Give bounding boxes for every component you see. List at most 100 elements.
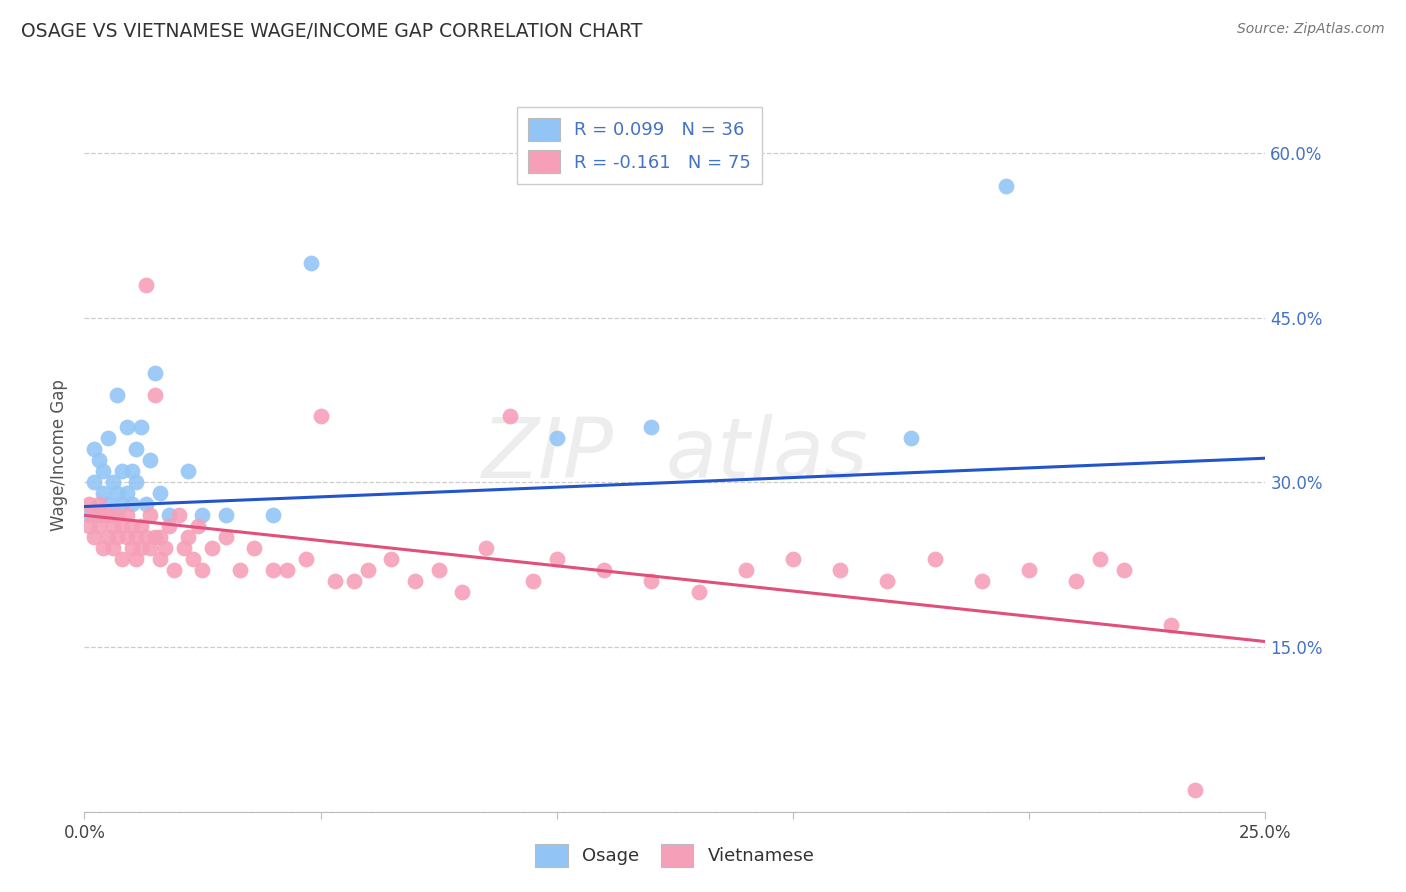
Point xyxy=(357,563,380,577)
Point xyxy=(734,563,756,577)
Text: ZIP  atlas: ZIP atlas xyxy=(482,415,868,495)
Point xyxy=(451,585,474,599)
Point xyxy=(111,519,134,533)
Point xyxy=(163,563,186,577)
Point xyxy=(924,552,946,566)
Point xyxy=(994,178,1017,193)
Point xyxy=(498,409,520,424)
Point xyxy=(91,508,114,523)
Point xyxy=(121,497,143,511)
Point xyxy=(167,508,190,523)
Point xyxy=(201,541,224,556)
Point xyxy=(380,552,402,566)
Point xyxy=(299,256,322,270)
Point xyxy=(546,552,568,566)
Point xyxy=(215,530,238,544)
Point xyxy=(77,519,100,533)
Point xyxy=(101,475,124,490)
Point xyxy=(149,552,172,566)
Point xyxy=(191,508,214,523)
Point xyxy=(157,519,180,533)
Point xyxy=(101,519,124,533)
Point xyxy=(1018,563,1040,577)
Point xyxy=(83,475,105,490)
Point xyxy=(135,277,157,292)
Point xyxy=(177,530,200,544)
Point xyxy=(107,508,129,523)
Point xyxy=(243,541,266,556)
Text: Source: ZipAtlas.com: Source: ZipAtlas.com xyxy=(1237,22,1385,37)
Point xyxy=(135,530,157,544)
Point xyxy=(121,464,143,478)
Point xyxy=(1088,552,1111,566)
Point xyxy=(111,464,134,478)
Point xyxy=(593,563,616,577)
Point xyxy=(121,519,143,533)
Point xyxy=(475,541,498,556)
Point xyxy=(115,486,138,500)
Point xyxy=(83,530,105,544)
Point xyxy=(125,442,148,457)
Text: OSAGE VS VIETNAMESE WAGE/INCOME GAP CORRELATION CHART: OSAGE VS VIETNAMESE WAGE/INCOME GAP CORR… xyxy=(21,22,643,41)
Point xyxy=(129,420,152,434)
Point xyxy=(782,552,804,566)
Point xyxy=(900,432,922,446)
Point xyxy=(970,574,993,589)
Point xyxy=(546,432,568,446)
Point xyxy=(97,497,120,511)
Point xyxy=(215,508,238,523)
Point xyxy=(149,530,172,544)
Point xyxy=(149,486,172,500)
Point xyxy=(101,508,124,523)
Point xyxy=(91,541,114,556)
Point xyxy=(262,508,284,523)
Point xyxy=(139,453,162,467)
Point xyxy=(97,508,120,523)
Point xyxy=(157,508,180,523)
Point xyxy=(139,508,162,523)
Point xyxy=(91,464,114,478)
Point xyxy=(143,530,166,544)
Point xyxy=(143,387,166,401)
Point xyxy=(1066,574,1088,589)
Point xyxy=(181,552,204,566)
Point xyxy=(191,563,214,577)
Point xyxy=(1184,782,1206,797)
Point xyxy=(107,486,129,500)
Point xyxy=(135,497,157,511)
Point xyxy=(107,387,129,401)
Point xyxy=(121,541,143,556)
Point xyxy=(115,508,138,523)
Point xyxy=(87,519,110,533)
Point xyxy=(77,497,100,511)
Point xyxy=(101,541,124,556)
Point xyxy=(115,420,138,434)
Y-axis label: Wage/Income Gap: Wage/Income Gap xyxy=(51,379,69,531)
Point xyxy=(177,464,200,478)
Point xyxy=(187,519,209,533)
Point xyxy=(640,420,662,434)
Point xyxy=(1112,563,1135,577)
Point xyxy=(876,574,898,589)
Point xyxy=(276,563,298,577)
Point xyxy=(262,563,284,577)
Point xyxy=(309,409,332,424)
Point xyxy=(97,530,120,544)
Point xyxy=(125,552,148,566)
Point xyxy=(77,508,100,523)
Point xyxy=(323,574,346,589)
Point xyxy=(83,508,105,523)
Point xyxy=(87,497,110,511)
Point xyxy=(83,442,105,457)
Point xyxy=(139,541,162,556)
Point xyxy=(91,486,114,500)
Legend: Osage, Vietnamese: Osage, Vietnamese xyxy=(527,837,823,874)
Point xyxy=(404,574,426,589)
Point xyxy=(129,519,152,533)
Point xyxy=(129,541,152,556)
Point xyxy=(125,475,148,490)
Point xyxy=(295,552,318,566)
Point xyxy=(1160,618,1182,632)
Point xyxy=(111,552,134,566)
Point xyxy=(640,574,662,589)
